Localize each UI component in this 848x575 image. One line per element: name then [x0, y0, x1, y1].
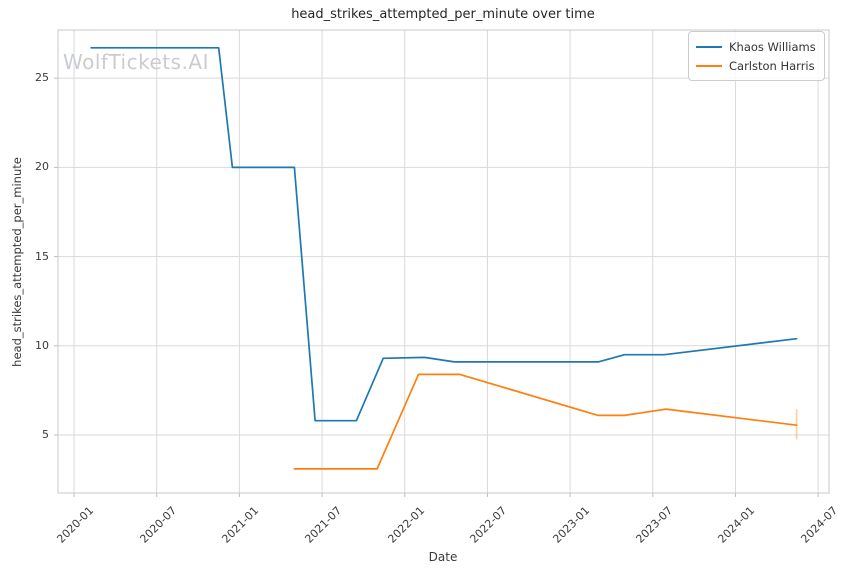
y-tick-label: 25: [35, 71, 49, 85]
axes-frame: [57, 29, 830, 494]
legend-line-sample-icon: [696, 45, 722, 48]
legend-item-carlston-harris: Carlston Harris: [696, 57, 816, 74]
legend-label: Khaos Williams: [729, 39, 816, 54]
y-tick-label: 15: [35, 249, 49, 263]
chart-title: head_strikes_attempted_per_minute over t…: [291, 7, 595, 22]
legend-label: Carlston Harris: [729, 58, 815, 73]
legend: Khaos Williams Carlston Harris: [688, 31, 825, 81]
y-tick-label: 20: [35, 160, 49, 174]
legend-line-sample-icon: [696, 64, 722, 67]
series-line-0: [90, 46, 798, 422]
y-tick-label: 5: [42, 428, 49, 441]
x-axis-label: Date: [428, 550, 458, 564]
y-tick-label: 10: [35, 338, 49, 352]
legend-item-khaos-williams: Khaos Williams: [696, 38, 816, 55]
series-line-1: [293, 373, 798, 470]
watermark-text: WolfTickets.AI: [63, 50, 209, 74]
